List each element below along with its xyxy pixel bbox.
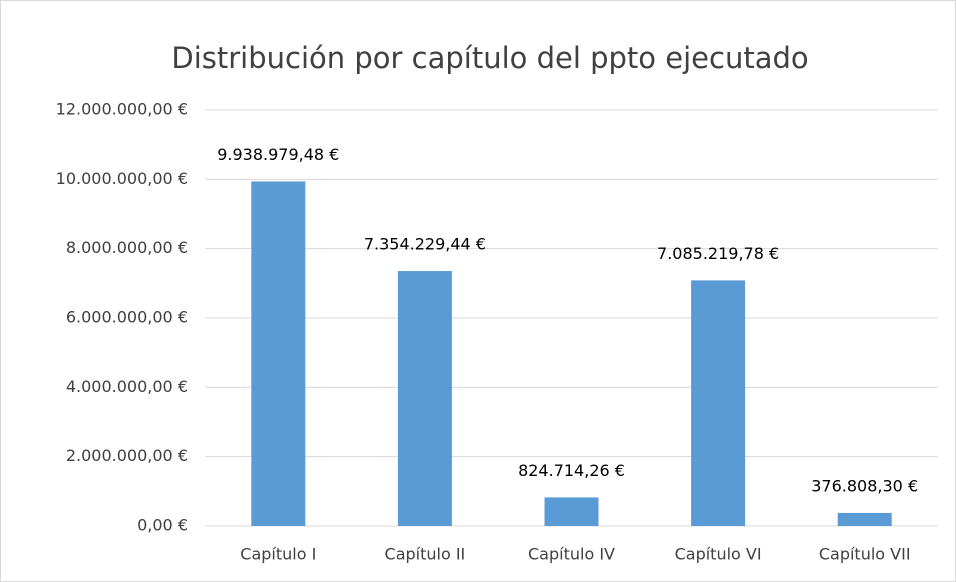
bar	[837, 512, 892, 526]
x-tick-label: Capítulo IV	[528, 545, 615, 564]
bar	[251, 181, 306, 526]
x-tick-label: Capítulo VII	[819, 545, 911, 564]
bar	[544, 497, 599, 526]
data-label: 824.714,26 €	[518, 461, 625, 480]
x-tick-label: Capítulo I	[240, 545, 316, 564]
data-label: 9.938.979,48 €	[217, 145, 339, 164]
y-tick-label: 0,00 €	[137, 516, 188, 535]
y-tick-label: 10.000.000,00 €	[56, 169, 188, 188]
data-label: 7.354.229,44 €	[364, 235, 486, 254]
y-tick-label: 6.000.000,00 €	[66, 308, 188, 327]
data-label: 7.085.219,78 €	[657, 244, 779, 263]
chart-title: Distribución por capítulo del ppto ejecu…	[171, 41, 808, 75]
bar	[691, 280, 746, 526]
y-tick-label: 12.000.000,00 €	[56, 100, 188, 119]
x-tick-label: Capítulo VI	[675, 545, 762, 564]
y-tick-label: 2.000.000,00 €	[66, 446, 188, 465]
y-tick-label: 8.000.000,00 €	[66, 238, 188, 257]
y-tick-label: 4.000.000,00 €	[66, 377, 188, 396]
data-label: 376.808,30 €	[811, 476, 918, 495]
x-tick-label: Capítulo II	[385, 545, 466, 564]
bar	[397, 271, 452, 526]
